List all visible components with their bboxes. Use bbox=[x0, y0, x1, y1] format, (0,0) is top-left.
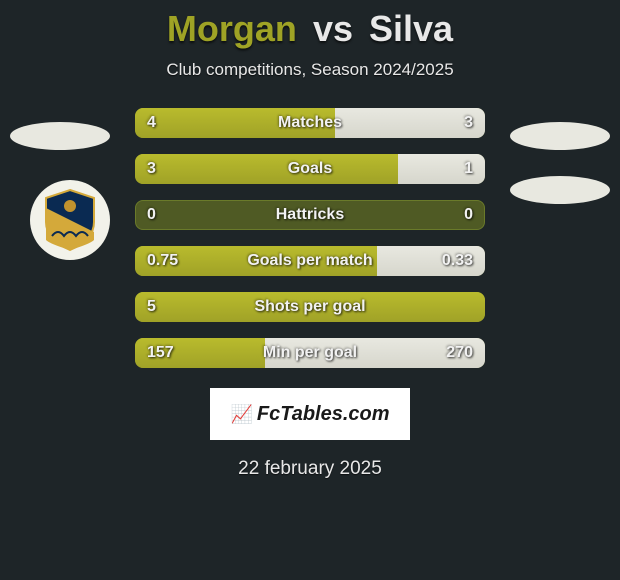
stat-label: Shots per goal bbox=[135, 292, 485, 322]
stat-row: 0Hattricks0 bbox=[135, 200, 485, 230]
stat-label: Matches bbox=[135, 108, 485, 138]
stat-right-value: 1 bbox=[464, 154, 473, 184]
subtitle: Club competitions, Season 2024/2025 bbox=[0, 60, 620, 80]
stat-row: 5Shots per goal bbox=[135, 292, 485, 322]
stat-right-value: 0.33 bbox=[442, 246, 473, 276]
stats-bars: 4Matches33Goals10Hattricks00.75Goals per… bbox=[0, 108, 620, 368]
player1-name: Morgan bbox=[167, 8, 297, 49]
stat-row: 3Goals1 bbox=[135, 154, 485, 184]
player2-name: Silva bbox=[369, 8, 453, 49]
stat-right-value: 0 bbox=[464, 200, 473, 230]
stat-right-value: 3 bbox=[464, 108, 473, 138]
stat-label: Hattricks bbox=[135, 200, 485, 230]
page-title: Morgan vs Silva bbox=[0, 0, 620, 50]
fctables-logo: 📈 FcTables.com bbox=[210, 388, 410, 440]
stat-label: Min per goal bbox=[135, 338, 485, 368]
title-vs: vs bbox=[313, 8, 353, 49]
stat-row: 0.75Goals per match0.33 bbox=[135, 246, 485, 276]
stat-row: 4Matches3 bbox=[135, 108, 485, 138]
stat-row: 157Min per goal270 bbox=[135, 338, 485, 368]
stat-label: Goals per match bbox=[135, 246, 485, 276]
stat-label: Goals bbox=[135, 154, 485, 184]
logo-text: FcTables.com bbox=[257, 403, 390, 426]
stat-right-value: 270 bbox=[446, 338, 473, 368]
logo-check-icon: 📈 bbox=[230, 404, 252, 425]
date-label: 22 february 2025 bbox=[0, 458, 620, 480]
infographic-container: Morgan vs Silva Club competitions, Seaso… bbox=[0, 0, 620, 580]
